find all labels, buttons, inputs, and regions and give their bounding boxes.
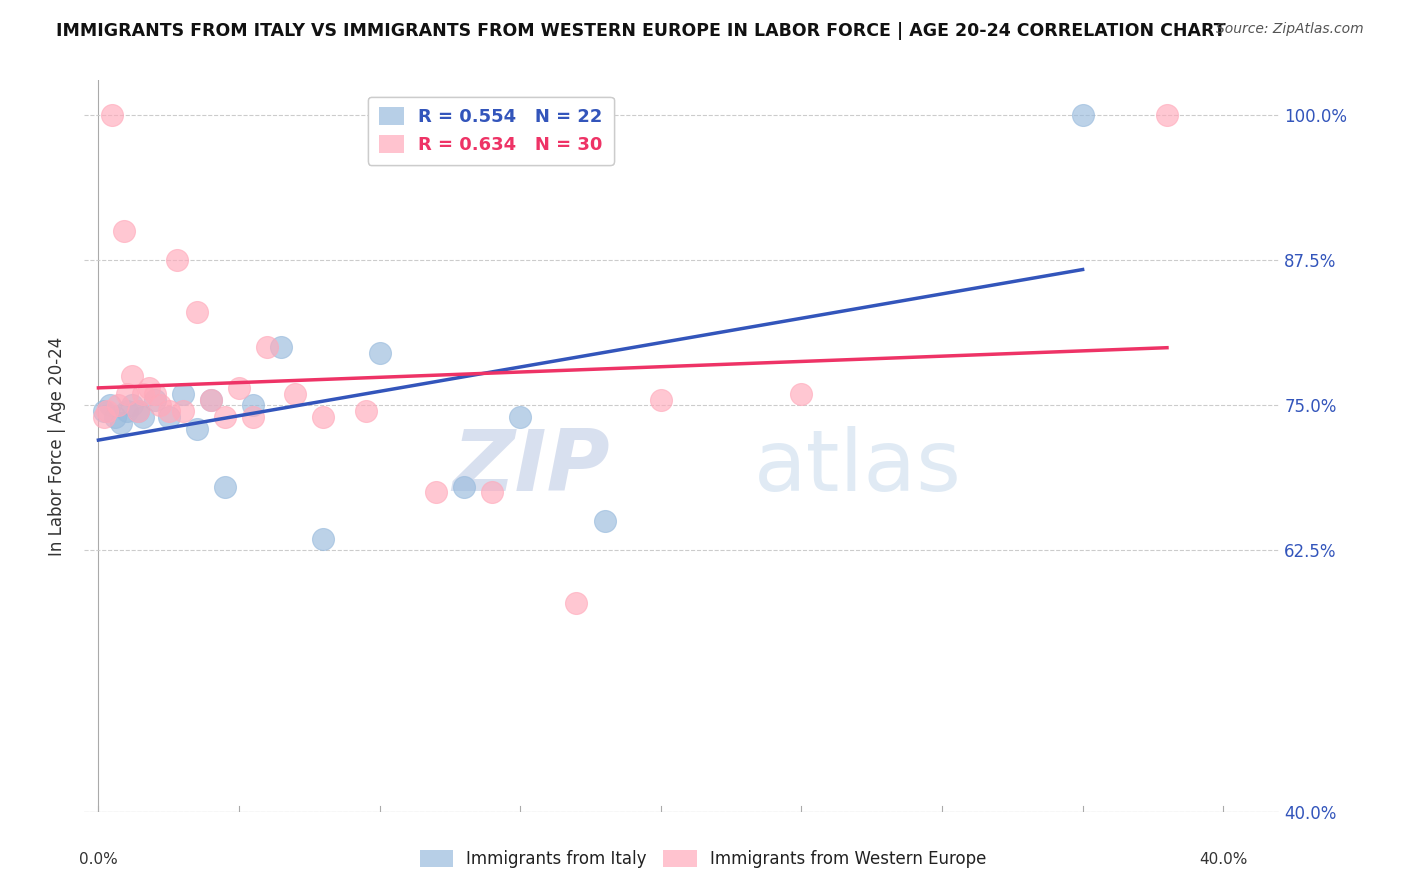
Point (157, 409, 180, 424)
Point (121, 398, 143, 412)
Point (650, 392, 672, 407)
Point (242, 398, 264, 412)
Point (270, 340, 292, 354)
Legend: R = 0.554   N = 22, R = 0.634   N = 30: R = 0.554 N = 22, R = 0.634 N = 30 (368, 96, 613, 165)
Point (565, 596, 588, 610)
Text: ZIP: ZIP (453, 426, 610, 509)
Point (200, 392, 222, 407)
Point (214, 480, 236, 494)
Point (1071, 108, 1094, 122)
Point (425, 485, 447, 500)
Point (453, 480, 475, 494)
Point (242, 409, 264, 424)
Point (115, 404, 138, 418)
Point (96, 404, 118, 418)
Point (157, 404, 180, 418)
Point (98, 398, 121, 412)
Point (368, 346, 391, 360)
Point (593, 515, 616, 529)
Point (132, 386, 155, 401)
Point (214, 409, 236, 424)
Point (256, 340, 278, 354)
Point (93, 409, 115, 424)
Legend: Immigrants from Italy, Immigrants from Western Europe: Immigrants from Italy, Immigrants from W… (413, 843, 993, 875)
Point (112, 224, 135, 238)
Point (228, 381, 250, 395)
Point (200, 392, 222, 407)
Point (284, 386, 307, 401)
Point (101, 108, 124, 122)
Point (115, 386, 138, 401)
Point (138, 381, 160, 395)
Point (132, 409, 155, 424)
Point (172, 386, 194, 401)
Y-axis label: In Labor Force | Age 20-24: In Labor Force | Age 20-24 (48, 336, 66, 556)
Point (93, 404, 115, 418)
Text: 40.0%: 40.0% (1199, 853, 1247, 867)
Point (149, 398, 172, 412)
Point (110, 416, 132, 430)
Text: IMMIGRANTS FROM ITALY VS IMMIGRANTS FROM WESTERN EUROPE IN LABOR FORCE | AGE 20-: IMMIGRANTS FROM ITALY VS IMMIGRANTS FROM… (56, 22, 1226, 40)
Point (1156, 108, 1178, 122)
Point (790, 386, 813, 401)
Point (312, 532, 335, 546)
Point (354, 404, 377, 418)
Text: 0.0%: 0.0% (79, 853, 118, 867)
Point (121, 369, 143, 384)
Point (127, 404, 149, 418)
Point (312, 409, 335, 424)
Point (107, 398, 129, 412)
Point (166, 253, 188, 268)
Point (143, 386, 166, 401)
Point (509, 409, 531, 424)
Text: Source: ZipAtlas.com: Source: ZipAtlas.com (1216, 22, 1364, 37)
Point (481, 485, 503, 500)
Text: atlas: atlas (754, 426, 962, 509)
Point (104, 409, 127, 424)
Point (172, 404, 194, 418)
Point (186, 421, 208, 435)
Point (186, 305, 208, 319)
Point (127, 404, 149, 418)
Point (143, 392, 166, 407)
